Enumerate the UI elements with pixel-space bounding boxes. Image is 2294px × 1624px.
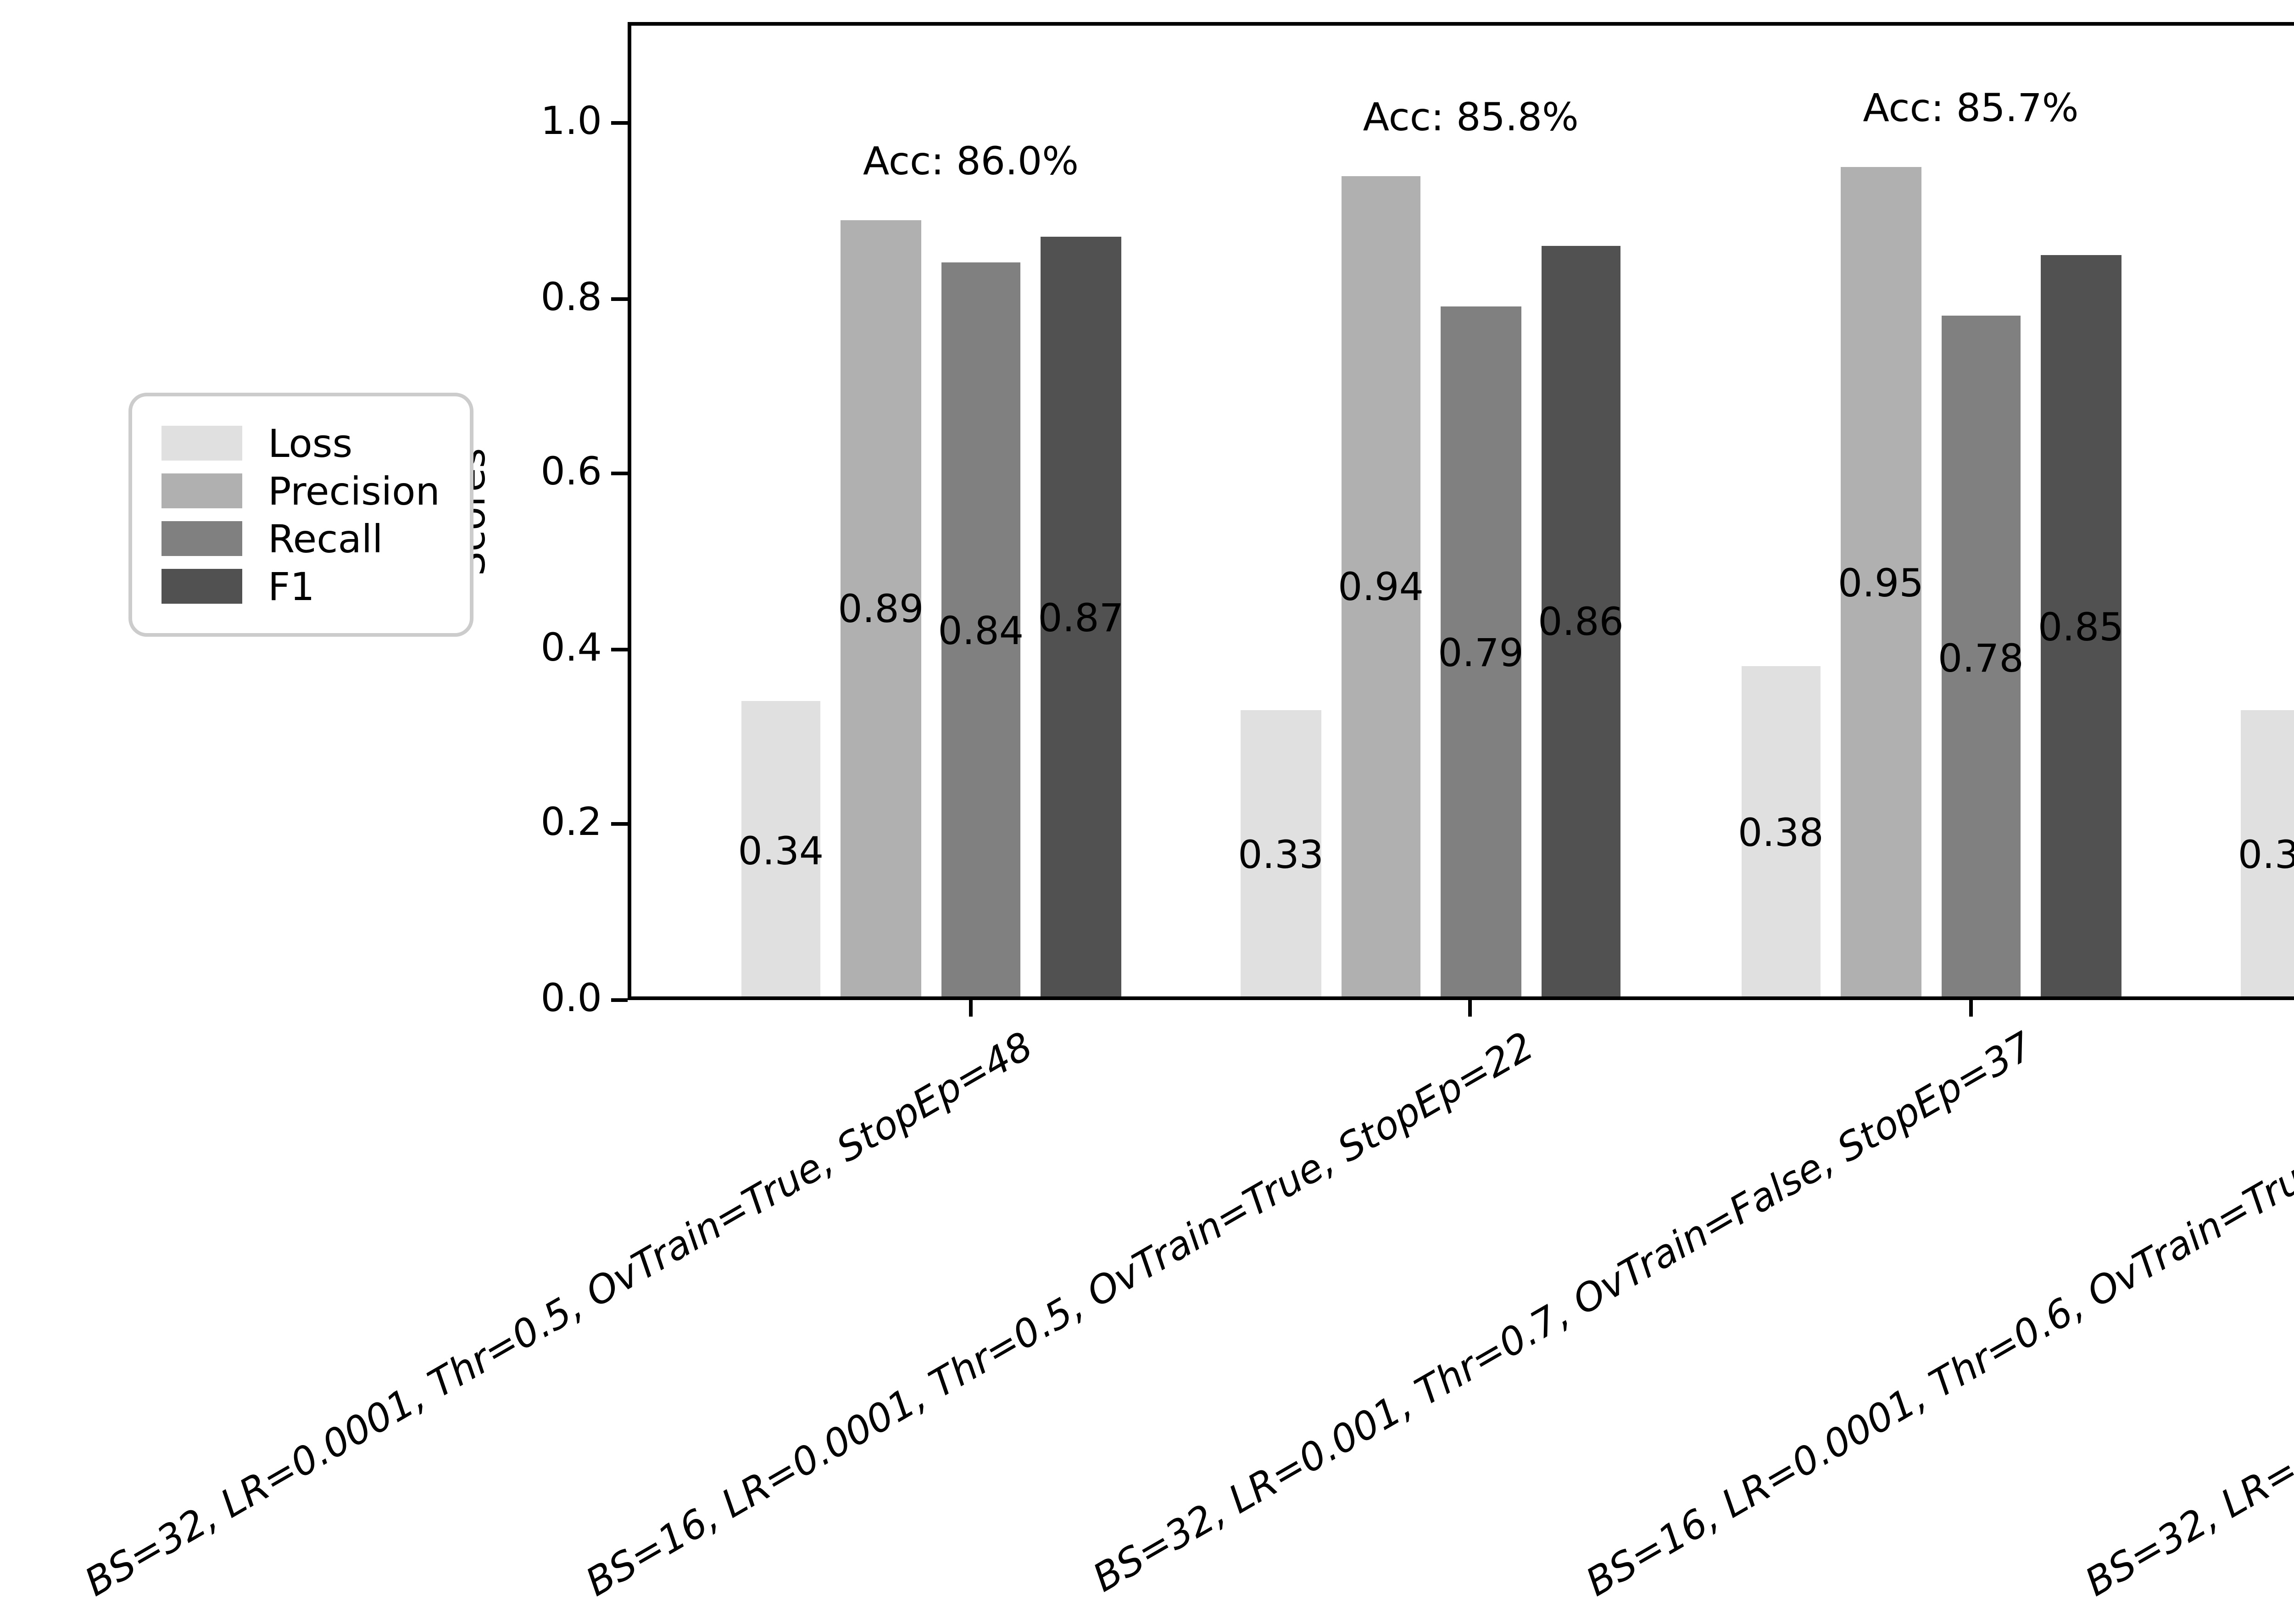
bar-value-label: 0.85 — [2038, 605, 2124, 650]
x-tick — [1969, 1000, 1973, 1017]
x-tick-label: BS=32, LR=0.0001, Thr=0.6, OvTrain=True,… — [2078, 1024, 2294, 1605]
bar-value-label: 0.94 — [1338, 566, 1424, 610]
bar — [1041, 237, 1121, 996]
legend-swatch — [161, 473, 242, 508]
y-tick — [611, 823, 628, 827]
bar-value-label: 0.84 — [938, 609, 1024, 654]
legend-item: Recall — [161, 516, 440, 562]
y-tick-label: 0.8 — [540, 274, 602, 319]
x-tick-label: BS=32, LR=0.001, Thr=0.7, OvTrain=False,… — [1086, 1024, 2041, 1601]
legend-swatch — [161, 426, 242, 461]
y-tick — [611, 296, 628, 300]
legend-item: Loss — [161, 420, 440, 466]
legend-label: F1 — [268, 564, 315, 608]
y-tick — [611, 998, 628, 1002]
bar — [1841, 167, 1921, 996]
accuracy-annotation: Acc: 85.8% — [1363, 95, 1579, 139]
y-tick — [611, 647, 628, 651]
bar-value-label: 0.79 — [1437, 631, 1524, 676]
bar — [1441, 307, 1521, 996]
bar — [1541, 245, 1621, 996]
y-tick-label: 0.4 — [540, 625, 602, 670]
bar — [941, 263, 1021, 996]
bar — [2240, 711, 2294, 996]
legend-label: Recall — [268, 517, 383, 561]
y-tick-label: 0.0 — [540, 976, 602, 1020]
legend-label: Loss — [268, 421, 353, 465]
x-tick-label: BS=16, LR=0.0001, Thr=0.5, OvTrain=True,… — [578, 1024, 1541, 1605]
bar — [841, 219, 921, 996]
legend-item: Precision — [161, 468, 440, 514]
legend-swatch — [161, 521, 242, 556]
accuracy-annotation: Acc: 86.0% — [863, 139, 1079, 183]
x-tick — [1469, 1000, 1473, 1017]
bar — [1341, 175, 1421, 996]
y-tick — [611, 121, 628, 125]
bar-value-label: 0.87 — [1038, 596, 1124, 641]
bar-value-label: 0.78 — [1938, 636, 2024, 680]
bar — [1741, 667, 1821, 996]
bar-value-label: 0.86 — [1537, 601, 1624, 645]
bar-value-label: 0.33 — [2238, 833, 2294, 878]
legend-label: Precision — [268, 469, 440, 513]
bar — [2041, 254, 2121, 996]
y-tick-label: 1.0 — [540, 99, 602, 143]
bar-value-label: 0.33 — [1238, 833, 1324, 878]
bar — [1941, 316, 2021, 996]
y-tick-label: 0.2 — [540, 801, 602, 845]
bar-value-label: 0.38 — [1737, 811, 1824, 856]
bar — [1241, 711, 1321, 996]
legend-swatch — [161, 569, 242, 604]
bar-value-label: 0.34 — [738, 829, 824, 873]
legend: Loss Precision Recall F1 — [128, 393, 473, 637]
bar — [741, 701, 821, 996]
x-tick — [969, 1000, 973, 1017]
y-tick-label: 0.6 — [540, 450, 602, 494]
accuracy-annotation: Acc: 85.7% — [1863, 86, 2079, 130]
x-tick-label: BS=32, LR=0.0001, Thr=0.5, OvTrain=True,… — [78, 1024, 1041, 1605]
bar-value-label: 0.95 — [1837, 561, 1924, 606]
y-tick — [611, 472, 628, 476]
bar-value-label: 0.89 — [838, 588, 924, 632]
legend-item: F1 — [161, 563, 440, 609]
